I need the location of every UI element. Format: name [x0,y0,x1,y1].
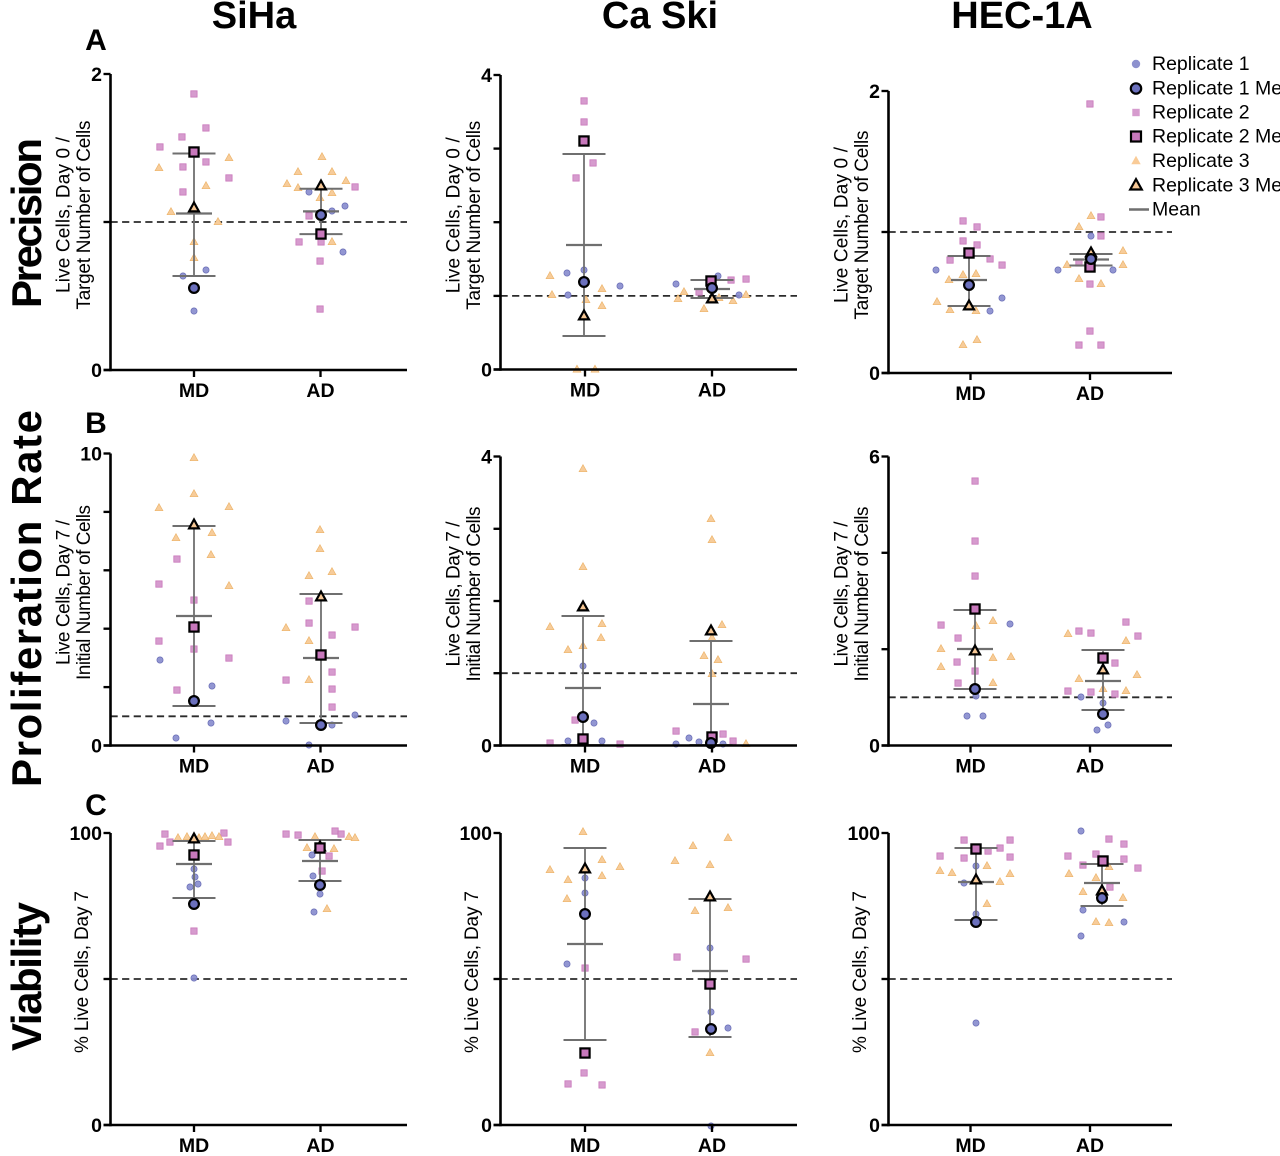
svg-text:B: B [85,407,107,440]
svg-text:Replicate 3: Replicate 3 [1152,150,1250,172]
svg-text:Replicate 1 Mean: Replicate 1 Mean [1152,78,1280,100]
svg-text:0: 0 [91,360,102,382]
svg-text:0: 0 [869,1115,880,1137]
svg-text:AD: AD [306,756,334,778]
svg-text:0: 0 [481,1115,492,1137]
svg-text:Mean: Mean [1152,199,1201,221]
svg-text:100: 100 [459,823,492,845]
svg-text:Target Number of Cells: Target Number of Cells [852,131,873,320]
svg-text:AD: AD [306,380,334,402]
svg-text:2: 2 [91,64,102,86]
svg-text:Precision: Precision [3,138,50,308]
svg-text:MD: MD [955,756,985,778]
svg-text:Initial Number of Cells: Initial Number of Cells [852,507,873,682]
svg-text:MD: MD [179,1135,209,1156]
svg-text:% Live Cells, Day 7: % Live Cells, Day 7 [72,891,93,1053]
svg-text:AD: AD [1076,383,1104,405]
svg-text:AD: AD [1076,1135,1104,1156]
svg-text:Replicate 3 Mean: Replicate 3 Mean [1152,175,1280,197]
svg-text:Live Cells, Day 0 /: Live Cells, Day 0 / [444,137,465,294]
svg-text:4: 4 [481,65,492,87]
svg-text:AD: AD [306,1135,334,1156]
svg-text:% Live Cells, Day 7: % Live Cells, Day 7 [850,891,871,1053]
svg-text:SiHa: SiHa [212,0,297,37]
svg-text:0: 0 [869,736,880,758]
svg-text:C: C [85,789,107,822]
svg-text:0: 0 [481,736,492,758]
svg-text:MD: MD [179,380,209,402]
svg-text:Replicate 2 Mean: Replicate 2 Mean [1152,126,1280,148]
svg-text:Target Number of Cells: Target Number of Cells [74,121,95,310]
svg-text:100: 100 [847,823,880,845]
svg-text:AD: AD [698,756,726,778]
svg-text:Live Cells, Day 0 /: Live Cells, Day 0 / [54,136,75,293]
svg-text:Initial Number of Cells: Initial Number of Cells [74,505,95,680]
svg-text:MD: MD [570,1135,600,1156]
svg-text:Proliferation Rate: Proliferation Rate [3,410,50,787]
svg-text:Live Cells, Day 7 /: Live Cells, Day 7 / [832,521,853,667]
svg-text:0: 0 [91,736,102,758]
svg-text:MD: MD [570,380,600,402]
svg-text:Ca Ski: Ca Ski [602,0,718,37]
svg-text:6: 6 [869,447,880,469]
svg-text:Target Number of Cells: Target Number of Cells [464,121,485,310]
svg-text:HEC-1A: HEC-1A [951,0,1092,37]
svg-text:10: 10 [80,444,102,466]
svg-text:MD: MD [955,1135,985,1156]
svg-text:0: 0 [869,363,880,385]
svg-text:Initial Number of Cells: Initial Number of Cells [464,507,485,682]
svg-text:Live Cells, Day 7 /: Live Cells, Day 7 / [444,521,465,667]
svg-text:AD: AD [698,380,726,402]
svg-text:0: 0 [91,1115,102,1137]
svg-text:Live Cells, Day 0 /: Live Cells, Day 0 / [832,146,853,303]
svg-text:100: 100 [69,823,102,845]
svg-text:% Live Cells, Day 7: % Live Cells, Day 7 [462,891,483,1053]
svg-text:Replicate 1: Replicate 1 [1152,53,1250,75]
svg-text:AD: AD [698,1135,726,1156]
svg-text:MD: MD [570,756,600,778]
svg-text:Replicate 2: Replicate 2 [1152,102,1250,124]
svg-text:AD: AD [1076,756,1104,778]
svg-text:Viability: Viability [3,901,50,1051]
svg-text:A: A [85,24,107,57]
svg-text:2: 2 [869,81,880,103]
svg-text:0: 0 [481,360,492,382]
svg-text:MD: MD [955,383,985,405]
svg-text:Live Cells, Day 7 /: Live Cells, Day 7 / [54,519,75,665]
svg-text:MD: MD [179,756,209,778]
svg-text:4: 4 [481,447,492,469]
